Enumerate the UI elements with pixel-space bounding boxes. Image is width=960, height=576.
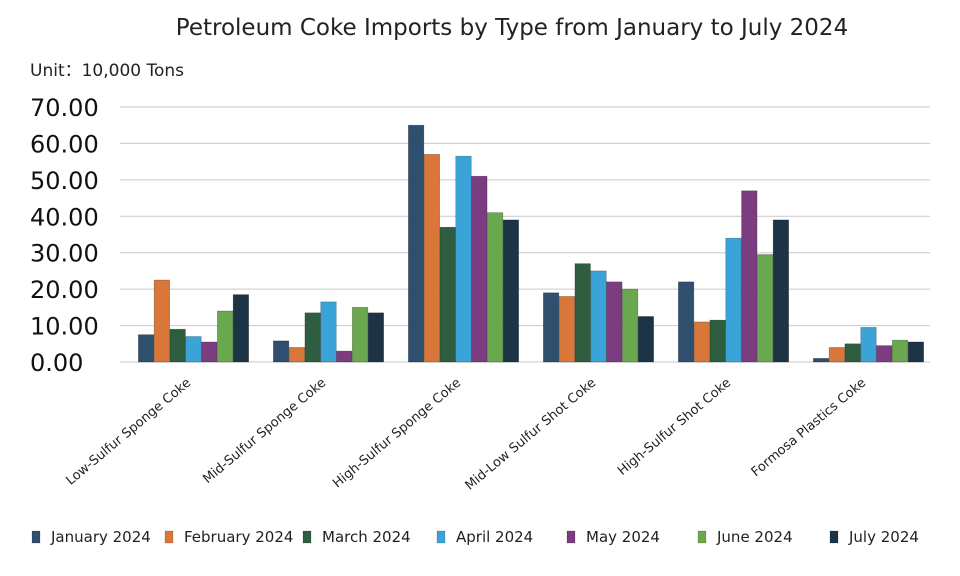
legend-swatch xyxy=(302,530,312,544)
bar xyxy=(637,316,654,363)
bar xyxy=(288,347,305,363)
bar xyxy=(153,279,170,363)
legend-swatch xyxy=(436,530,446,544)
bar xyxy=(772,219,789,363)
y-tick-label: 50.00 xyxy=(30,167,99,195)
bar xyxy=(678,281,695,363)
legend-label: January 2024 xyxy=(50,528,151,546)
y-tick-label: 20.00 xyxy=(30,276,99,304)
bar xyxy=(876,345,893,363)
legend-swatch xyxy=(164,530,174,544)
bar xyxy=(693,321,710,363)
bar xyxy=(757,254,774,363)
x-tick-label: High-Sulfur Shot Coke xyxy=(615,376,734,479)
bar xyxy=(606,281,623,363)
bar xyxy=(543,292,560,363)
unit-label: Unit：10,000 Tons xyxy=(30,61,184,81)
legend-label: July 2024 xyxy=(848,528,919,546)
bar xyxy=(860,327,877,363)
bar xyxy=(408,124,425,363)
chart-title: Petroleum Coke Imports by Type from Janu… xyxy=(176,15,848,41)
bar xyxy=(138,334,155,363)
y-tick-label: 40.00 xyxy=(30,203,99,231)
gridlines xyxy=(120,106,930,363)
bar xyxy=(622,288,639,363)
bar xyxy=(304,312,321,363)
legend-label: March 2024 xyxy=(322,528,411,546)
y-axis-ticks: 0.00 10.00 20.00 30.00 40.00 50.00 60.00 70.00 xyxy=(30,94,99,377)
bar xyxy=(741,190,758,363)
y-tick-label: 10.00 xyxy=(30,313,99,341)
y-tick-label: 70.00 xyxy=(30,94,99,122)
bar xyxy=(217,310,234,363)
bar xyxy=(892,339,909,363)
legend: January 2024 February 2024 March 2024 April… xyxy=(31,528,919,546)
bar xyxy=(907,341,924,363)
legend-swatch xyxy=(829,530,839,544)
bar xyxy=(813,358,830,363)
bar xyxy=(320,301,337,363)
bar xyxy=(502,219,519,363)
bar xyxy=(352,307,369,363)
bar xyxy=(828,347,845,363)
y-tick-label: 0.00 xyxy=(30,349,83,377)
bar xyxy=(367,312,384,363)
x-tick-label: Mid-Sulfur Sponge Coke xyxy=(200,376,329,487)
legend-label: February 2024 xyxy=(184,528,293,546)
bar xyxy=(590,270,607,363)
x-tick-label: Low-Sulfur Sponge Coke xyxy=(63,376,194,489)
bar xyxy=(709,319,726,363)
bars xyxy=(138,124,924,363)
bar xyxy=(487,212,504,363)
bar xyxy=(423,154,440,363)
x-tick-label: High-Sulfur Sponge Coke xyxy=(330,376,464,492)
bar xyxy=(232,294,249,363)
y-tick-label: 30.00 xyxy=(30,240,99,268)
bar xyxy=(558,296,575,363)
y-tick-label: 60.00 xyxy=(30,130,99,158)
bar xyxy=(471,175,488,363)
bar xyxy=(574,263,591,363)
legend-label: June 2024 xyxy=(716,528,793,546)
x-tick-label: Formosa Plastics Coke xyxy=(749,376,869,480)
legend-swatch xyxy=(697,530,707,544)
bar xyxy=(273,340,290,363)
bar xyxy=(201,341,218,363)
legend-swatch xyxy=(31,530,41,544)
bar xyxy=(439,226,456,363)
bar xyxy=(336,350,353,363)
bar xyxy=(185,336,202,363)
x-axis-ticks: Low-Sulfur Sponge Coke Mid-Sulfur Sponge … xyxy=(63,376,869,494)
bar xyxy=(844,343,861,363)
bar xyxy=(725,237,742,363)
bar xyxy=(455,155,472,363)
legend-label: May 2024 xyxy=(586,528,660,546)
legend-label: April 2024 xyxy=(456,528,533,546)
x-tick-label: Mid-Low Sulfur Shot Coke xyxy=(463,376,600,494)
legend-swatch xyxy=(566,530,576,544)
bar xyxy=(169,328,186,363)
